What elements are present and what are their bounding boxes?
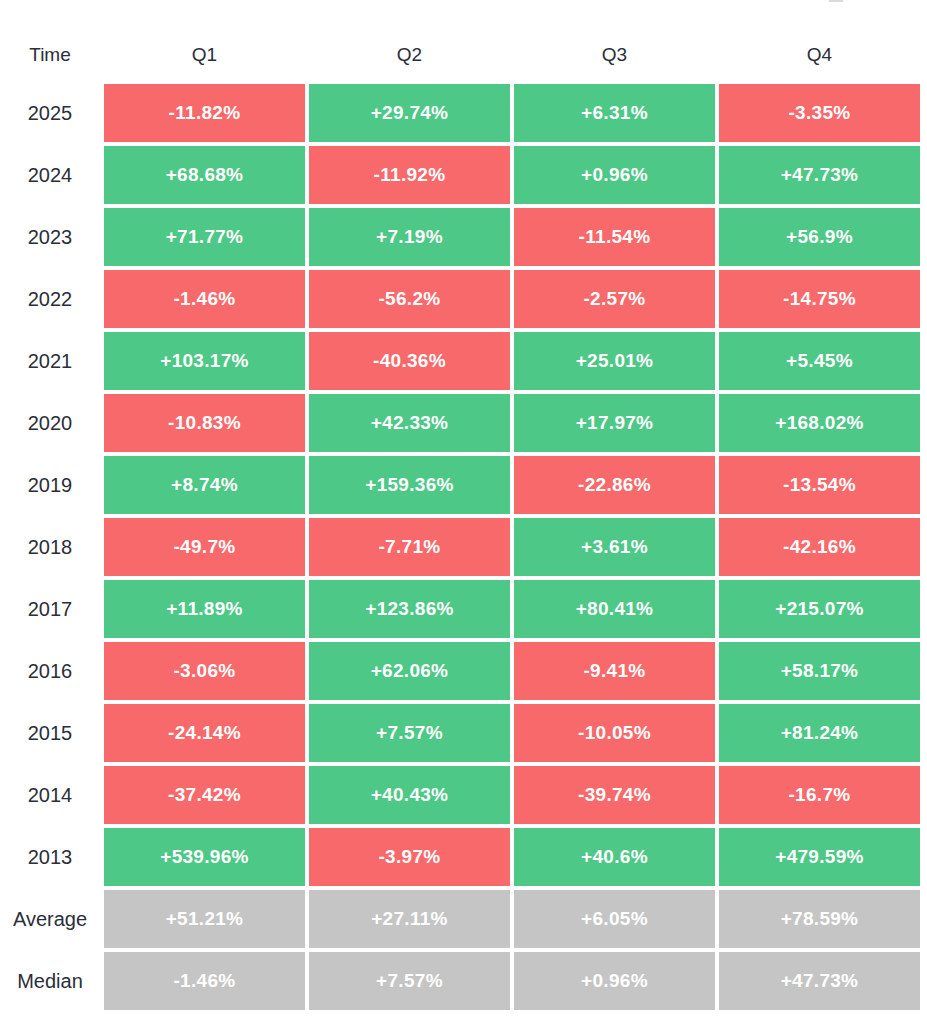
cell-2014-q2: +40.43% — [309, 766, 510, 824]
table-body: 2025-11.82%+29.74%+6.31%-3.35% 2024+68.68… — [0, 84, 920, 1010]
row-label-average: Average — [0, 890, 100, 948]
cell-2019-q2: +159.36% — [309, 456, 510, 514]
header-time: Time — [0, 40, 100, 70]
cell-2024-q2: -11.92% — [309, 146, 510, 204]
cell-2013-q4: +479.59% — [719, 828, 920, 886]
row-label-2014: 2014 — [0, 766, 100, 824]
cell-average-q1: +51.21% — [104, 890, 305, 948]
cell-2019-q4: -13.54% — [719, 456, 920, 514]
cell-2014-q4: -16.7% — [719, 766, 920, 824]
cell-2017-q1: +11.89% — [104, 580, 305, 638]
cell-2016-q3: -9.41% — [514, 642, 715, 700]
cell-2025-q2: +29.74% — [309, 84, 510, 142]
cell-2017-q2: +123.86% — [309, 580, 510, 638]
cell-2019-q3: -22.86% — [514, 456, 715, 514]
cell-2015-q3: -10.05% — [514, 704, 715, 762]
cell-2019-q1: +8.74% — [104, 456, 305, 514]
cell-2014-q1: -37.42% — [104, 766, 305, 824]
cell-2018-q4: -42.16% — [719, 518, 920, 576]
cell-2024-q3: +0.96% — [514, 146, 715, 204]
table-header-row: Time Q1 Q2 Q3 Q4 — [0, 40, 920, 70]
cell-2017-q3: +80.41% — [514, 580, 715, 638]
cell-2021-q3: +25.01% — [514, 332, 715, 390]
cell-2021-q2: -40.36% — [309, 332, 510, 390]
header-q2: Q2 — [309, 40, 510, 70]
row-label-2025: 2025 — [0, 84, 100, 142]
cell-2025-q4: -3.35% — [719, 84, 920, 142]
cell-2015-q2: +7.57% — [309, 704, 510, 762]
cell-2013-q2: -3.97% — [309, 828, 510, 886]
row-label-2020: 2020 — [0, 394, 100, 452]
row-label-2024: 2024 — [0, 146, 100, 204]
cell-2022-q4: -14.75% — [719, 270, 920, 328]
cell-2014-q3: -39.74% — [514, 766, 715, 824]
cell-median-q1: -1.46% — [104, 952, 305, 1010]
header-q4: Q4 — [719, 40, 920, 70]
cell-2016-q2: +62.06% — [309, 642, 510, 700]
row-label-2015: 2015 — [0, 704, 100, 762]
cell-2018-q2: -7.71% — [309, 518, 510, 576]
cell-2023-q1: +71.77% — [104, 208, 305, 266]
row-label-2016: 2016 — [0, 642, 100, 700]
cell-average-q4: +78.59% — [719, 890, 920, 948]
cell-median-q2: +7.57% — [309, 952, 510, 1010]
row-label-2013: 2013 — [0, 828, 100, 886]
row-label-2017: 2017 — [0, 580, 100, 638]
header-q3: Q3 — [514, 40, 715, 70]
cell-2023-q4: +56.9% — [719, 208, 920, 266]
row-label-2021: 2021 — [0, 332, 100, 390]
cell-2024-q1: +68.68% — [104, 146, 305, 204]
cell-2020-q3: +17.97% — [514, 394, 715, 452]
cell-median-q4: +47.73% — [719, 952, 920, 1010]
cell-2016-q4: +58.17% — [719, 642, 920, 700]
cell-2018-q3: +3.61% — [514, 518, 715, 576]
cell-2022-q3: -2.57% — [514, 270, 715, 328]
cell-2021-q1: +103.17% — [104, 332, 305, 390]
cell-2018-q1: -49.7% — [104, 518, 305, 576]
cell-2015-q4: +81.24% — [719, 704, 920, 762]
cell-2015-q1: -24.14% — [104, 704, 305, 762]
cell-average-q2: +27.11% — [309, 890, 510, 948]
cell-2020-q1: -10.83% — [104, 394, 305, 452]
cell-2013-q3: +40.6% — [514, 828, 715, 886]
cell-2020-q4: +168.02% — [719, 394, 920, 452]
cell-2016-q1: -3.06% — [104, 642, 305, 700]
row-label-2022: 2022 — [0, 270, 100, 328]
cell-2013-q1: +539.96% — [104, 828, 305, 886]
cell-2020-q2: +42.33% — [309, 394, 510, 452]
quarterly-returns-table: Time Q1 Q2 Q3 Q4 2025-11.82%+29.74%+6.31… — [0, 0, 927, 1010]
row-label-2018: 2018 — [0, 518, 100, 576]
cell-2022-q2: -56.2% — [309, 270, 510, 328]
cell-median-q3: +0.96% — [514, 952, 715, 1010]
row-label-median: Median — [0, 952, 100, 1010]
header-q1: Q1 — [104, 40, 305, 70]
cell-2025-q3: +6.31% — [514, 84, 715, 142]
cutoff-top-element — [829, 0, 843, 2]
row-label-2019: 2019 — [0, 456, 100, 514]
cell-2021-q4: +5.45% — [719, 332, 920, 390]
cell-2024-q4: +47.73% — [719, 146, 920, 204]
cell-2023-q2: +7.19% — [309, 208, 510, 266]
cell-2017-q4: +215.07% — [719, 580, 920, 638]
cell-average-q3: +6.05% — [514, 890, 715, 948]
cell-2023-q3: -11.54% — [514, 208, 715, 266]
row-label-2023: 2023 — [0, 208, 100, 266]
cell-2022-q1: -1.46% — [104, 270, 305, 328]
cell-2025-q1: -11.82% — [104, 84, 305, 142]
